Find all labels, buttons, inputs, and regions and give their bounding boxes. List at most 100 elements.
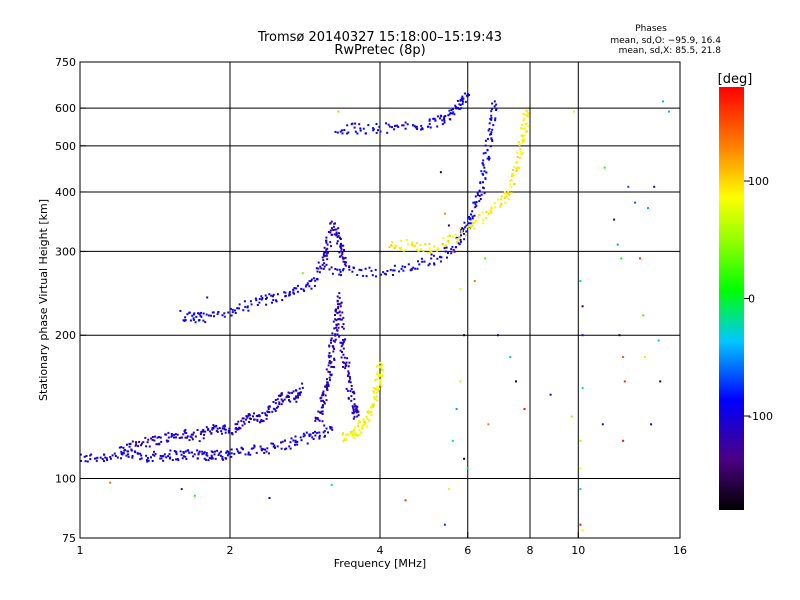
echo-point xyxy=(237,451,240,454)
echo-point xyxy=(454,233,457,236)
echo-point xyxy=(253,444,256,447)
echo-point xyxy=(277,405,279,408)
echo-point xyxy=(523,408,526,410)
echo-point xyxy=(490,133,493,135)
echo-point xyxy=(215,424,218,427)
echo-point xyxy=(253,445,256,448)
echo-point xyxy=(263,452,266,454)
echo-point xyxy=(274,402,277,405)
echo-point xyxy=(330,483,333,486)
echo-point xyxy=(161,455,164,458)
echo-point xyxy=(238,426,241,429)
echo-point xyxy=(297,396,299,399)
echo-point xyxy=(359,129,362,132)
echo-point xyxy=(141,442,143,445)
echo-point xyxy=(280,403,283,406)
echo-point xyxy=(483,192,486,195)
echo-point xyxy=(224,431,227,434)
echo-point xyxy=(339,236,341,239)
echo-point xyxy=(223,425,226,428)
echo-point xyxy=(298,393,301,396)
echo-point xyxy=(368,412,371,415)
echo-point xyxy=(228,427,231,430)
echo-point xyxy=(85,455,88,457)
x-axis-label: Frequency [MHz] xyxy=(334,557,426,570)
echo-point xyxy=(341,132,344,135)
echo-point xyxy=(146,441,149,444)
echo-point xyxy=(167,431,170,434)
echo-point xyxy=(237,428,240,431)
echo-point xyxy=(255,451,258,454)
echo-point xyxy=(326,387,329,389)
echo-point xyxy=(474,203,477,206)
echo-point xyxy=(527,112,530,115)
echo-point xyxy=(176,458,179,460)
echo-point xyxy=(362,127,365,130)
echo-point xyxy=(170,433,173,435)
echo-point xyxy=(289,400,292,403)
echo-point xyxy=(390,244,393,247)
echo-point xyxy=(639,257,641,260)
echo-point xyxy=(210,432,213,435)
echo-point xyxy=(239,451,242,454)
echo-point xyxy=(336,329,339,332)
echo-point xyxy=(351,122,354,125)
echo-point xyxy=(334,338,337,341)
echo-point xyxy=(348,268,351,271)
echo-point xyxy=(434,119,437,122)
echo-point xyxy=(192,431,195,434)
echo-point xyxy=(428,242,431,245)
echo-point xyxy=(415,242,418,245)
x-tick-label: 4 xyxy=(377,544,384,557)
echo-point xyxy=(388,246,391,249)
colorbar-label: [deg] xyxy=(718,72,753,87)
echo-point xyxy=(376,378,379,381)
echo-point xyxy=(184,436,187,439)
echo-point xyxy=(303,434,306,437)
echo-point xyxy=(380,367,383,370)
echo-point xyxy=(337,110,340,113)
echo-point xyxy=(276,293,279,296)
echo-point xyxy=(202,430,205,433)
echo-point xyxy=(261,412,264,414)
echo-point xyxy=(182,433,185,436)
echo-point xyxy=(460,229,463,231)
echo-point xyxy=(440,256,443,259)
echo-point xyxy=(272,295,274,298)
echo-point xyxy=(364,132,367,135)
echo-point xyxy=(326,389,329,391)
echo-point xyxy=(151,438,154,441)
echo-point xyxy=(460,234,462,237)
echo-point xyxy=(570,415,573,418)
echo-point xyxy=(382,271,385,274)
echo-point xyxy=(246,306,249,309)
echo-point xyxy=(340,274,342,277)
echo-point xyxy=(158,436,161,439)
echo-point xyxy=(452,248,455,251)
echo-point xyxy=(198,450,201,453)
echo-point xyxy=(227,452,230,455)
echo-point xyxy=(86,460,89,463)
echo-point xyxy=(324,251,327,254)
echo-point xyxy=(103,453,105,456)
echo-point xyxy=(324,394,327,397)
x-tick-label: 2 xyxy=(227,544,234,557)
echo-point xyxy=(194,435,197,438)
echo-point xyxy=(622,356,625,358)
echo-point xyxy=(464,234,467,237)
echo-point xyxy=(507,190,510,193)
echo-point xyxy=(404,248,407,251)
echo-point xyxy=(231,308,234,311)
echo-point xyxy=(182,455,185,458)
echo-point xyxy=(234,309,236,312)
echo-point xyxy=(460,107,463,110)
echo-point xyxy=(493,206,496,209)
echo-point xyxy=(379,373,382,376)
echo-point xyxy=(402,269,405,272)
echo-point xyxy=(443,121,446,124)
echo-point xyxy=(284,291,287,294)
echo-point xyxy=(375,131,378,134)
echo-point xyxy=(497,198,500,201)
echo-point xyxy=(335,308,337,311)
echo-point xyxy=(336,268,339,271)
